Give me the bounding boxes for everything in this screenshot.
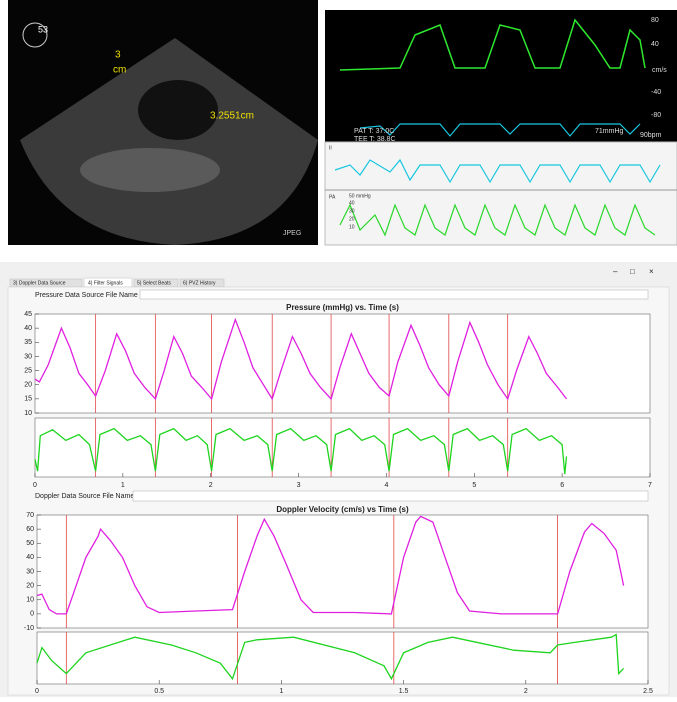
chart-title: Pressure (mmHg) vs. Time (s)	[286, 303, 399, 312]
doppler-tick: -40	[651, 89, 661, 96]
chart-title: Doppler Velocity (cm/s) vs Time (s)	[276, 505, 409, 514]
x-tick-label: 2	[524, 688, 528, 695]
y-tick-label: 45	[24, 311, 32, 318]
x-tick-label: 2.5	[643, 688, 653, 695]
echo-depth: 53	[38, 24, 48, 34]
x-tick-label: 0.5	[154, 688, 164, 695]
doppler-source-label: Doppler Data Source File Name	[35, 493, 134, 500]
y-tick-label: 10	[24, 410, 32, 417]
y-tick-label: 15	[24, 396, 32, 403]
echo-tissue	[80, 148, 220, 192]
tab-label[interactable]: 3) Doppler Data Source	[13, 280, 66, 286]
y-tick-label: -10	[24, 625, 34, 632]
y-tick-label: 10	[26, 597, 34, 604]
pressure-source-input[interactable]	[140, 290, 648, 299]
x-tick-label: 0	[33, 482, 37, 489]
x-tick-label: 1	[279, 688, 283, 695]
plot-area	[35, 314, 650, 413]
y-tick-label: 25	[24, 367, 32, 374]
pa-scale: 30	[349, 208, 355, 214]
x-tick-label: 3	[297, 482, 301, 489]
y-tick-label: 20	[26, 582, 34, 589]
x-tick-label: 4	[384, 482, 388, 489]
doppler-image	[325, 10, 677, 142]
pa-scale: 40	[349, 200, 355, 206]
x-tick-label: 1.5	[399, 688, 409, 695]
echo-format: JPEG	[283, 230, 301, 237]
echo-scale: 3	[115, 50, 121, 61]
ecg-lead: II	[329, 145, 332, 151]
plot-area	[35, 418, 650, 477]
doppler-tick: 40	[651, 41, 659, 48]
x-tick-label: 1	[121, 482, 125, 489]
y-tick-label: 20	[24, 382, 32, 389]
x-tick-label: 5	[472, 482, 476, 489]
tab-label[interactable]: 6) PVZ History	[183, 280, 216, 286]
y-tick-label: 30	[26, 568, 34, 575]
pa-scale: 10	[349, 224, 355, 230]
pa-scale: 20	[349, 216, 355, 222]
echo-measurement: 3.2551cm	[210, 111, 254, 122]
doppler-tick: 80	[651, 17, 659, 24]
close-button[interactable]: ×	[649, 267, 654, 276]
pressure-source-label: Pressure Data Source File Name	[35, 292, 138, 299]
maximize-button[interactable]: □	[630, 267, 635, 276]
echo-scale-unit: cm	[113, 65, 126, 76]
minimize-button[interactable]: –	[613, 267, 618, 276]
y-tick-label: 40	[24, 325, 32, 332]
patient-temp: PAT T: 37.0C	[354, 128, 394, 135]
y-tick-label: 30	[24, 353, 32, 360]
tab-label[interactable]: 5) Select Beats	[137, 280, 171, 286]
heart-rate: 90bpm	[640, 132, 662, 139]
doppler-tick: cm/s	[652, 67, 667, 74]
echo-chamber	[138, 80, 218, 140]
y-tick-label: 60	[26, 526, 34, 533]
y-tick-label: 40	[26, 554, 34, 561]
screenshot: 53 3 cm 3.2551cm JPEG 80 40 cm/s -40 -80…	[0, 0, 677, 697]
y-tick-label: 35	[24, 339, 32, 346]
ecg-panel	[325, 142, 677, 245]
pa-label: PA	[329, 194, 336, 200]
x-tick-label: 0	[35, 688, 39, 695]
x-tick-label: 2	[209, 482, 213, 489]
x-tick-label: 6	[560, 482, 564, 489]
y-tick-label: 70	[26, 512, 34, 519]
y-tick-label: 50	[26, 540, 34, 547]
pressure-readout: 71mmHg	[595, 128, 624, 135]
y-tick-label: 0	[30, 611, 34, 618]
page: 53 3 cm 3.2551cm JPEG 80 40 cm/s -40 -80…	[0, 0, 677, 702]
doppler-source-input[interactable]	[133, 491, 648, 501]
doppler-tick: -80	[651, 112, 661, 119]
tab-label[interactable]: 4) Filter Signals	[88, 280, 123, 286]
pa-scale: 50 mmHg	[349, 193, 371, 199]
x-tick-label: 7	[648, 482, 652, 489]
